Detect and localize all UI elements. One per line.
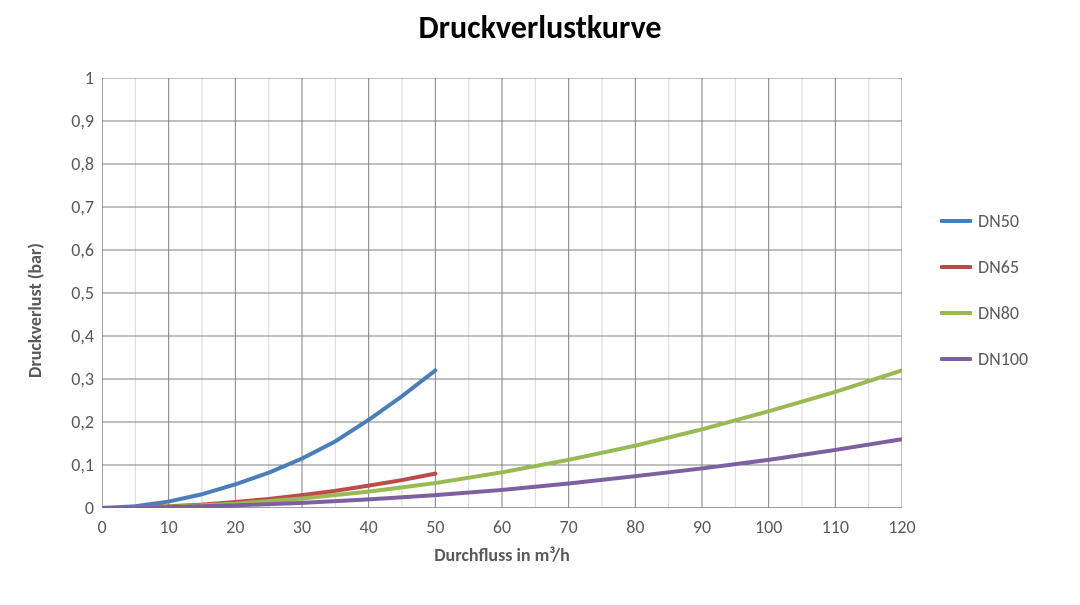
x-tick-label: 90 <box>693 516 711 538</box>
x-tick-label: 10 <box>160 516 178 538</box>
y-tick-label: 0,3 <box>52 368 94 390</box>
x-tick-label: 20 <box>226 516 244 538</box>
x-tick-label: 40 <box>360 516 378 538</box>
y-tick-label: 0 <box>52 497 94 519</box>
x-tick-label: 110 <box>822 516 849 538</box>
legend-label: DN100 <box>978 348 1028 370</box>
x-tick-label: 60 <box>493 516 511 538</box>
legend-item: DN50 <box>940 210 1028 232</box>
chart-container: { "chart": { "type": "line", "title": "D… <box>0 0 1080 605</box>
x-tick-label: 0 <box>97 516 106 538</box>
legend-label: DN65 <box>978 256 1019 278</box>
y-axis-label: Druckverlust (bar) <box>24 243 46 378</box>
y-tick-label: 0,6 <box>52 239 94 261</box>
chart-title: Druckverlustkurve <box>0 8 1080 47</box>
legend-item: DN80 <box>940 302 1028 324</box>
x-tick-label: 50 <box>426 516 444 538</box>
legend-swatch <box>940 265 972 269</box>
x-tick-label: 70 <box>560 516 578 538</box>
legend-item: DN65 <box>940 256 1028 278</box>
y-tick-label: 0,1 <box>52 454 94 476</box>
y-tick-label: 0,5 <box>52 282 94 304</box>
y-tick-label: 0,8 <box>52 153 94 175</box>
legend-label: DN80 <box>978 302 1019 324</box>
y-tick-label: 0,7 <box>52 196 94 218</box>
plot-area <box>102 78 902 508</box>
y-tick-label: 0,9 <box>52 110 94 132</box>
y-tick-label: 0,2 <box>52 411 94 433</box>
x-tick-label: 30 <box>293 516 311 538</box>
legend-swatch <box>940 219 972 223</box>
legend-swatch <box>940 357 972 361</box>
legend-swatch <box>940 311 972 315</box>
x-tick-label: 80 <box>626 516 644 538</box>
legend-item: DN100 <box>940 348 1028 370</box>
y-tick-label: 0,4 <box>52 325 94 347</box>
x-axis-label: Durchfluss in m³/h <box>102 544 902 566</box>
legend: DN50 DN65 DN80 DN100 <box>940 210 1028 394</box>
legend-label: DN50 <box>978 210 1019 232</box>
y-tick-label: 1 <box>52 67 94 89</box>
x-tick-label: 100 <box>755 516 782 538</box>
x-tick-label: 120 <box>888 516 915 538</box>
